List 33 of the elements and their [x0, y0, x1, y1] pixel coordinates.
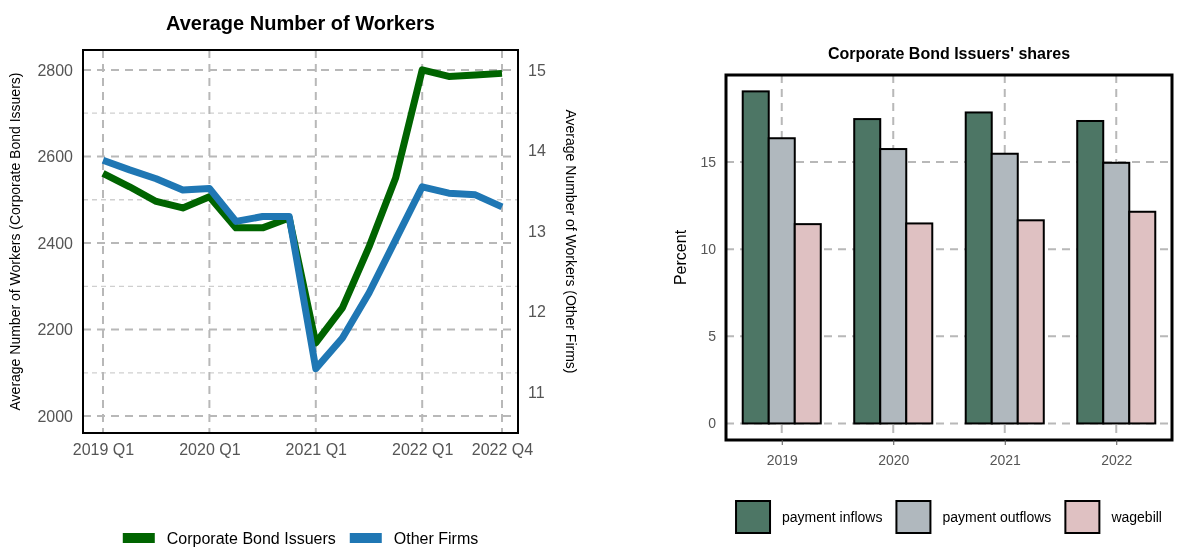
x-tick-label: 2022 [1101, 451, 1133, 468]
x-tick-label: 2020 [878, 451, 910, 468]
legend-label: wagebill [1110, 509, 1162, 525]
y2-tick-label: 11 [528, 383, 545, 401]
y-tick-label: 2000 [37, 407, 74, 425]
x-tick-label: 2022 Q1 [392, 441, 454, 459]
legend-label: payment outflows [942, 509, 1052, 525]
chart-title: Average Number of Workers [166, 12, 435, 34]
x-tick-label: 2021 Q1 [285, 441, 348, 459]
y-axis-title: Average Number of Workers (Corporate Bond Issuers) [7, 72, 23, 411]
legend-label: Corporate Bond Issuers [166, 530, 336, 547]
chart-title: Corporate Bond Issuers' shares [827, 45, 1071, 62]
y-axis-title: Percent [672, 229, 689, 286]
y-tick-label: 5 [708, 328, 717, 345]
y-tick-label: 2400 [37, 234, 74, 252]
x-tick-label: 2019 [766, 451, 799, 468]
x-tick-label: 2022 Q4 [471, 441, 534, 459]
y2-axis-title: Average Number of Workers (Other Firms) [563, 109, 579, 374]
y2-tick-label: 13 [528, 222, 546, 240]
y-tick-label: 2200 [37, 321, 74, 339]
y2-tick-label: 15 [528, 61, 546, 79]
y-tick-label: 0 [708, 415, 717, 432]
y-tick-label: 2800 [37, 61, 74, 79]
y-tick-label: 15 [700, 154, 717, 171]
legend-label: Other Firms [393, 530, 479, 547]
x-tick-label: 2021 [989, 451, 1022, 468]
y2-tick-label: 14 [528, 142, 546, 160]
legend-label: payment inflows [782, 509, 883, 525]
x-tick-label: 2020 Q1 [179, 441, 241, 459]
y-tick-label: 2600 [37, 148, 74, 166]
y2-tick-label: 12 [528, 303, 546, 321]
x-tick-label: 2019 Q1 [72, 441, 135, 459]
y-tick-label: 10 [700, 241, 717, 258]
